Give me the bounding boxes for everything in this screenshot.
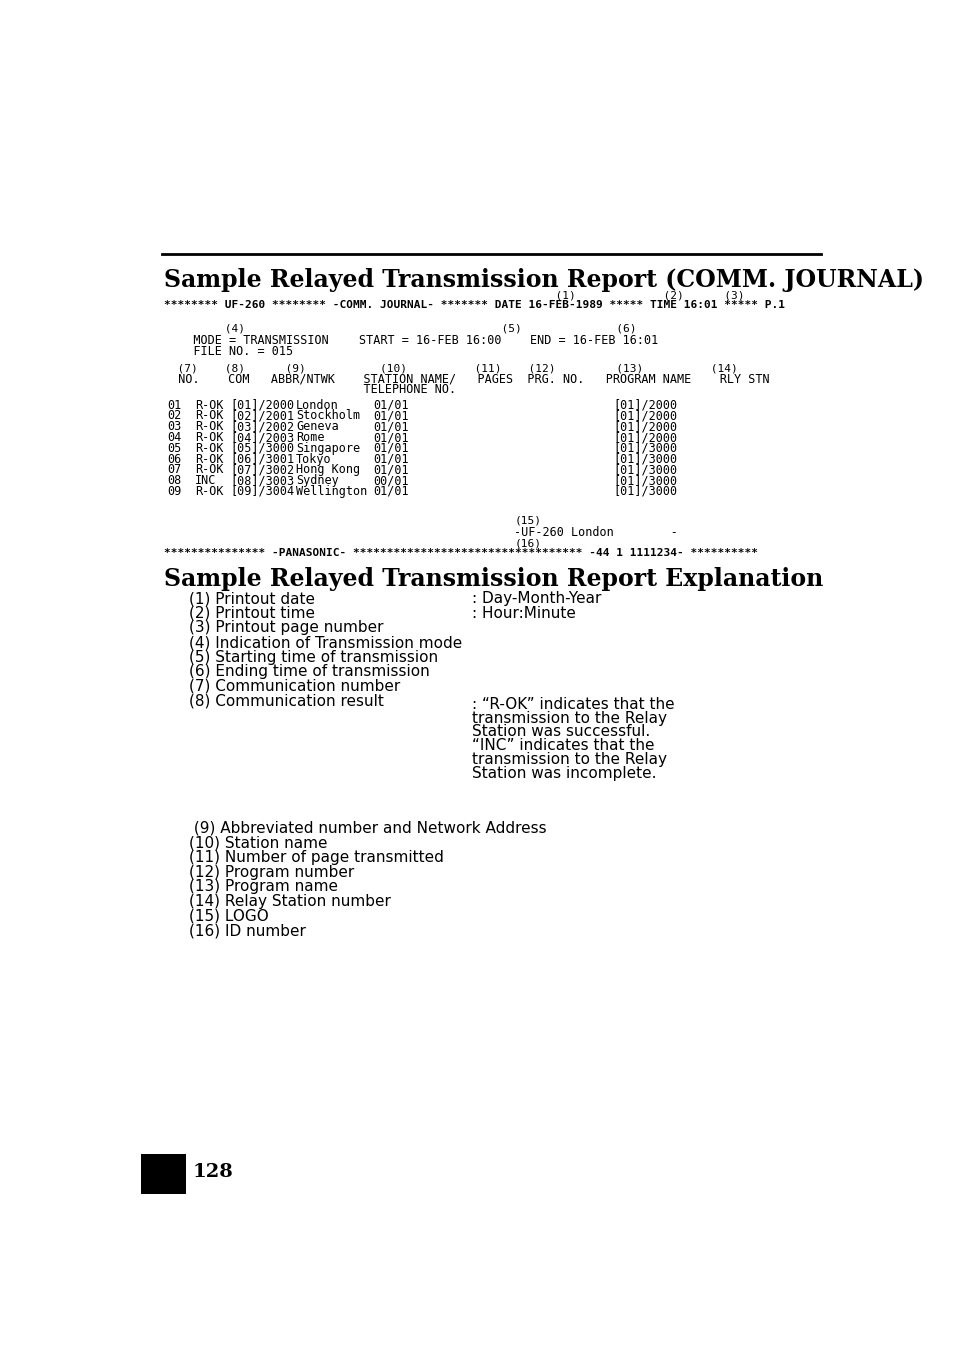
Text: “INC” indicates that the: “INC” indicates that the [472,738,654,754]
Text: START = 16-FEB 16:00    END = 16-FEB 16:01: START = 16-FEB 16:00 END = 16-FEB 16:01 [359,334,659,347]
Text: 01/01: 01/01 [373,431,409,444]
Text: [01]/2000: [01]/2000 [613,398,678,412]
Text: [07]/3002: [07]/3002 [230,463,294,476]
Text: Sample Relayed Transmission Report Explanation: Sample Relayed Transmission Report Expla… [164,567,822,591]
Text: R-OK: R-OK [195,485,223,498]
Text: 128: 128 [193,1163,233,1180]
Text: NO.    COM   ABBR/NTWK    STATION NAME/   PAGES  PRG. NO.   PROGRAM NAME    RLY : NO. COM ABBR/NTWK STATION NAME/ PAGES PR… [164,373,769,385]
Text: (4) Indication of Transmission mode: (4) Indication of Transmission mode [189,635,462,650]
Text: 07: 07 [167,463,181,476]
Text: [03]/2002: [03]/2002 [230,420,294,433]
Text: [01]/3000: [01]/3000 [613,463,678,476]
Text: [01]/2000: [01]/2000 [613,431,678,444]
Text: (9) Abbreviated number and Network Address: (9) Abbreviated number and Network Addre… [189,821,546,836]
Text: [01]/3000: [01]/3000 [613,474,678,487]
Text: (10) Station name: (10) Station name [189,836,327,851]
Text: R-OK: R-OK [195,452,223,466]
Text: Rome: Rome [295,431,324,444]
Text: 08: 08 [167,474,181,487]
Text: 00/01: 00/01 [373,474,409,487]
Text: (1) Printout date: (1) Printout date [189,591,314,606]
Text: R-OK: R-OK [195,409,223,423]
Text: 01: 01 [167,398,181,412]
Text: [05]/3000: [05]/3000 [230,441,294,455]
Text: 02: 02 [167,409,181,423]
Text: 09: 09 [167,485,181,498]
Text: Geneva: Geneva [295,420,338,433]
Text: (4)                                      (5)              (6): (4) (5) (6) [164,323,636,334]
Text: 01/01: 01/01 [373,485,409,498]
Text: TELEPHONE NO.: TELEPHONE NO. [164,382,456,396]
Text: 04: 04 [167,431,181,444]
Text: [09]/3004: [09]/3004 [230,485,294,498]
Text: transmission to the Relay: transmission to the Relay [472,711,666,725]
Text: (13) Program name: (13) Program name [189,879,337,894]
Text: FILE NO. = 015: FILE NO. = 015 [172,345,293,358]
Text: *************** -PANASONIC- ********************************** -44 1 1111234- **: *************** -PANASONIC- ************… [164,548,758,559]
Text: 01/01: 01/01 [373,398,409,412]
Text: Tokyo: Tokyo [295,452,332,466]
Text: London: London [295,398,338,412]
Text: ******** UF-260 ******** -COMM. JOURNAL- ******* DATE 16-FEB-1989 ***** TIME 16:: ******** UF-260 ******** -COMM. JOURNAL-… [164,300,784,310]
Text: : “R-OK” indicates that the: : “R-OK” indicates that the [472,697,674,712]
Text: R-OK: R-OK [195,441,223,455]
Text: Hong Kong: Hong Kong [295,463,359,476]
Text: (8) Communication result: (8) Communication result [189,693,383,708]
Text: 01/01: 01/01 [373,452,409,466]
Text: Sample Relayed Transmission Report (COMM. JOURNAL): Sample Relayed Transmission Report (COMM… [164,268,923,292]
Text: Stockholm: Stockholm [295,409,359,423]
Text: (11) Number of page transmitted: (11) Number of page transmitted [189,849,443,865]
Text: transmission to the Relay: transmission to the Relay [472,752,666,767]
Text: 01/01: 01/01 [373,409,409,423]
Text: (14) Relay Station number: (14) Relay Station number [189,894,391,909]
Text: (3) Printout page number: (3) Printout page number [189,621,383,635]
Text: [08]/3003: [08]/3003 [230,474,294,487]
Text: 01/01: 01/01 [373,420,409,433]
Text: [01]/3000: [01]/3000 [613,452,678,466]
Text: Wellington: Wellington [295,485,367,498]
Text: 06: 06 [167,452,181,466]
Text: 03: 03 [167,420,181,433]
Text: (7)    (8)      (9)           (10)          (11)    (12)         (13)          (: (7) (8) (9) (10) (11) (12) (13) ( [164,363,738,373]
Text: MODE = TRANSMISSION: MODE = TRANSMISSION [172,334,329,347]
Text: R-OK: R-OK [195,463,223,476]
Text: Singapore: Singapore [295,441,359,455]
Text: R-OK: R-OK [195,420,223,433]
Text: R-OK: R-OK [195,398,223,412]
Text: [01]/2000: [01]/2000 [230,398,294,412]
Text: Station was incomplete.: Station was incomplete. [472,766,656,781]
Text: (15): (15) [514,516,541,526]
Text: [01]/2000: [01]/2000 [613,420,678,433]
Text: (12) Program number: (12) Program number [189,864,354,879]
Text: [01]/3000: [01]/3000 [613,485,678,498]
Text: (2) Printout time: (2) Printout time [189,606,314,621]
Text: (1)             (2)      (3): (1) (2) (3) [164,291,744,302]
Text: (16) ID number: (16) ID number [189,923,306,938]
Text: R-OK: R-OK [195,431,223,444]
Bar [141,1154,186,1194]
Text: [01]/2000: [01]/2000 [613,409,678,423]
Text: (6) Ending time of transmission: (6) Ending time of transmission [189,665,429,680]
Text: -UF-260 London        -: -UF-260 London - [514,526,678,538]
Text: : Day-Month-Year: : Day-Month-Year [472,591,600,606]
Text: 01/01: 01/01 [373,463,409,476]
Text: (7) Communication number: (7) Communication number [189,678,400,695]
Text: (16): (16) [514,538,541,549]
Text: Station was successful.: Station was successful. [472,724,649,739]
Text: 05: 05 [167,441,181,455]
Text: [04]/2003: [04]/2003 [230,431,294,444]
Text: (15) LOGO: (15) LOGO [189,909,269,923]
Text: [01]/3000: [01]/3000 [613,441,678,455]
Text: 01/01: 01/01 [373,441,409,455]
Text: [02]/2001: [02]/2001 [230,409,294,423]
Text: INC: INC [195,474,216,487]
Text: (5) Starting time of transmission: (5) Starting time of transmission [189,650,437,665]
Text: : Hour:Minute: : Hour:Minute [472,606,576,621]
Text: Sydney: Sydney [295,474,338,487]
Text: [06]/3001: [06]/3001 [230,452,294,466]
